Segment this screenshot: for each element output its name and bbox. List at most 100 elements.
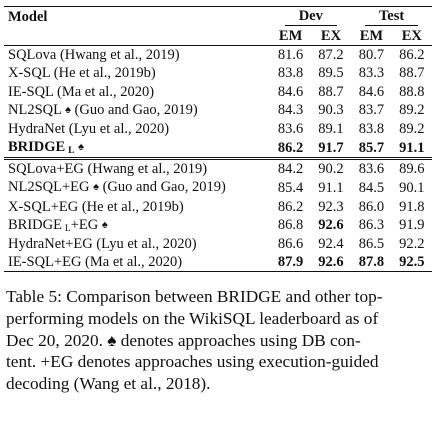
test-em-cell: 84.6 [358,83,385,100]
model-cell: NL2SQL+EG ♠ (Guo and Gao, 2019) [4,178,270,197]
dev-group-header: Dev [270,7,351,26]
model-cell: BRIDGE L ♠ [4,138,270,159]
results-table: Model Dev Test EM EX EM EX SQLova (Hwang… [4,6,432,272]
table-row: HydraNet (Lyu et al., 2020) 83.6 89.1 83.8 8… [4,120,432,138]
model-name: IE-SQL (Ma et al., 2020) [8,83,155,100]
test-em-cell: 83.8 [358,121,385,138]
dev-ex-cell: 90.3 [318,102,344,119]
model-cell: HydraNet (Lyu et al., 2020) [4,120,270,138]
test-ex-cell: 92.5 [399,254,425,271]
group2-rows: SQLova+EG (Hwang et al., 2019) 84.2 90.2 83… [4,158,432,272]
caption-line: Table 5: Comparison between BRIDGE and o… [6,287,383,307]
model-name: X-SQL+EG (He et al., 2019b) [8,198,184,215]
test-ex-cell: 88.7 [399,65,425,82]
test-ex-cell: 91.8 [399,198,425,215]
test-em-cell: 83.7 [358,102,385,119]
dev-ex-header: EX [320,27,342,44]
model-cell: IE-SQL+EG (Ma et al., 2020) [4,253,270,272]
test-group-header: Test [351,7,432,26]
dev-em-cell: 86.8 [277,217,304,234]
test-ex-cell: 91.1 [399,139,425,156]
header-row-2: EM EX EM EX [4,26,432,46]
table-row: SQLova (Hwang et al., 2019) 81.6 87.2 80.7 8… [4,45,432,65]
table-row: X-SQL+EG (He et al., 2019b) 86.2 92.3 86.0 9… [4,197,432,215]
dev-ex-cell: 91.7 [318,139,344,156]
model-cell: NL2SQL ♠ (Guo and Gao, 2019) [4,101,270,120]
dev-ex-cell: 87.2 [318,47,344,64]
spade-icon: ♠ [101,218,108,231]
model-column-header: Model [8,8,48,25]
dev-em-cell: 84.2 [277,161,304,178]
test-em-cell: 86.0 [358,198,385,215]
model-name: SQLova+EG (Hwang et al., 2019) [8,161,208,178]
model-name: X-SQL (He et al., 2019b) [8,65,156,82]
empty-header-cell [4,26,270,46]
test-ex-cell: 88.8 [399,83,425,100]
model-cell: SQLova+EG (Hwang et al., 2019) [4,159,270,179]
results-figure: Model Dev Test EM EX EM EX SQLova (Hwang… [4,6,432,394]
test-ex-cell: 92.2 [399,235,425,252]
test-em-cell: 85.7 [358,139,385,156]
test-em-cell: 84.5 [358,179,385,196]
model-cell: HydraNet+EG (Lyu et al., 2020) [4,235,270,253]
dev-em-cell: 86.2 [277,198,304,215]
dev-ex-cell: 90.2 [318,161,344,178]
test-ex-cell: 89.6 [399,161,425,178]
model-name: NL2SQL+EG [8,179,90,196]
caption-line: decoding (Wang et al., 2018). [6,373,211,393]
dev-em-cell: 85.4 [277,179,304,196]
model-cell: SQLova (Hwang et al., 2019) [4,46,270,65]
test-em-cell: 83.6 [358,161,385,178]
dev-em-cell: 86.2 [277,139,304,156]
dev-em-cell: 84.6 [277,83,304,100]
test-em-cell: 86.3 [358,217,385,234]
table-row: HydraNet+EG (Lyu et al., 2020) 86.6 92.4 86… [4,235,432,253]
test-ex-cell: 91.9 [399,217,425,234]
test-em-cell: 86.5 [358,235,385,252]
group1-rows: SQLova (Hwang et al., 2019) 81.6 87.2 80.7 8… [4,45,432,159]
header-row-1: Model Dev Test [4,6,432,26]
table-row: IE-SQL+EG (Ma et al., 2020) 87.9 92.6 87.8 9… [4,253,432,272]
dev-ex-cell: 91.1 [318,179,344,196]
table-row: NL2SQL ♠ (Guo and Gao, 2019) 84.3 90.3 83.7… [4,101,432,120]
dev-ex-cell: 92.4 [318,235,344,252]
caption-line: tent. +EG denotes approaches using execu… [6,352,379,372]
test-em-header: EM [359,27,384,44]
model-subscript: L [64,223,71,234]
model-cell: IE-SQL (Ma et al., 2020) [4,83,270,101]
test-ex-cell: 89.2 [399,102,425,119]
model-name: BRIDGE [8,139,66,156]
test-ex-cell: 90.1 [399,179,425,196]
test-ex-header: EX [401,27,422,44]
table-row: SQLova+EG (Hwang et al., 2019) 84.2 90.2 83… [4,158,432,179]
dev-em-cell: 84.3 [277,102,304,119]
spade-icon: ♠ [65,103,71,116]
dev-header-label: Dev [284,7,337,26]
model-name: HydraNet+EG (Lyu et al., 2020) [8,235,197,252]
model-suffix: +EG [70,216,99,233]
dev-ex-cell: 89.1 [318,121,344,138]
spade-icon: ♠ [93,181,99,194]
test-em-cell: 80.7 [358,47,385,64]
dev-em-cell: 86.6 [277,235,304,252]
spade-icon: ♠ [78,141,84,154]
dev-ex-cell: 92.3 [318,198,344,215]
dev-em-cell: 83.6 [277,121,304,138]
table-row: IE-SQL (Ma et al., 2020) 84.6 88.7 84.6 88.8 [4,83,432,101]
dev-ex-cell: 92.6 [318,217,344,234]
table-row: BRIDGE L ♠ 86.2 91.7 85.7 91.1 [4,138,432,159]
model-name: BRIDGE [8,216,62,233]
model-subscript: L [68,146,75,157]
test-header-label: Test [364,7,419,26]
model-name: IE-SQL+EG (Ma et al., 2020) [8,254,183,271]
dev-em-header: EM [278,27,303,44]
test-ex-cell: 86.2 [399,47,425,64]
table-row: X-SQL (He et al., 2019b) 83.8 89.5 83.3 88.7 [4,64,432,82]
test-ex-cell: 89.2 [399,121,425,138]
model-cell: X-SQL (He et al., 2019b) [4,64,270,82]
caption-line: Dec 20, 2020. ♠ denotes approaches using… [6,330,361,350]
table-row: NL2SQL+EG ♠ (Guo and Gao, 2019) 85.4 91.1 8… [4,178,432,197]
table-row: BRIDGE L+EG ♠ 86.8 92.6 86.3 91.9 [4,216,432,235]
model-citation: (Guo and Gao, 2019) [102,179,226,196]
model-name: NL2SQL [8,101,62,118]
